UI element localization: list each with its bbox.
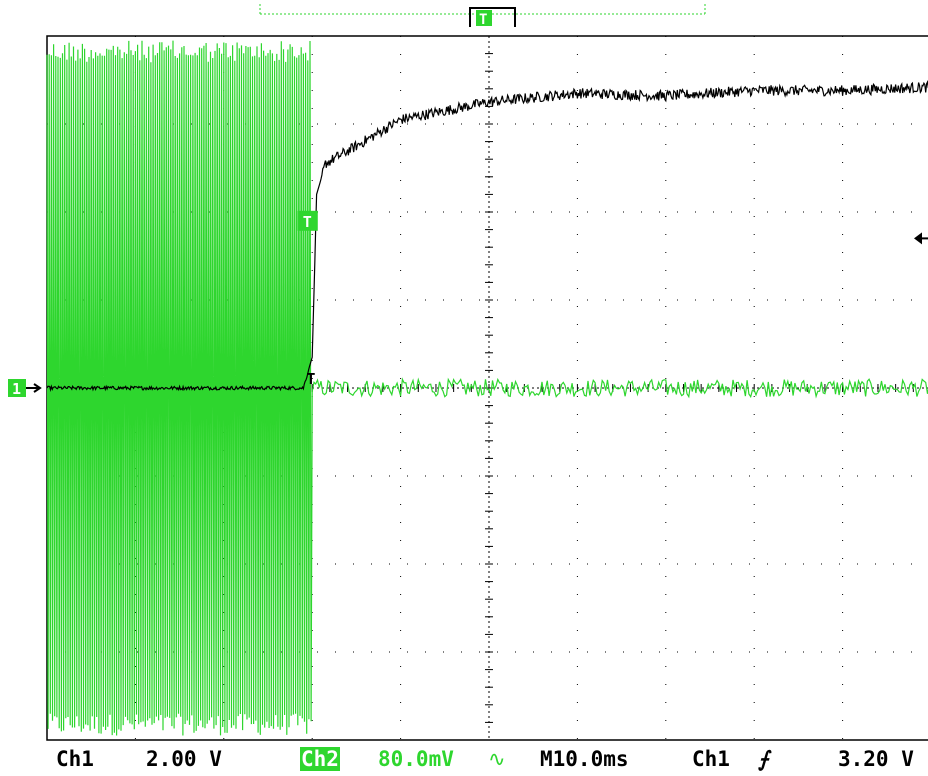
trigger-point-label: T xyxy=(306,370,315,388)
ch2-trace xyxy=(46,40,928,736)
trigger-level: 3.20 V xyxy=(838,747,914,771)
status-bar: Ch1 2.00 V Ch2 80.0mV ∿ M10.0ms Ch1 ⨍ 3.… xyxy=(0,745,928,776)
markers: 1 T T T xyxy=(8,4,928,398)
ch1-scale: 2.00 V xyxy=(146,747,222,771)
trigger-position-box xyxy=(476,10,492,26)
timebase-readout: M10.0ms xyxy=(540,747,629,771)
ch2-badge: Ch2 xyxy=(300,747,340,771)
trigger-level-arrow-icon xyxy=(914,232,922,245)
trigger-slope-icon: ⨍ xyxy=(758,747,769,771)
ch2-scale: 80.0mV xyxy=(378,747,454,771)
ch2-waveform xyxy=(46,40,928,736)
ch1-trace xyxy=(46,79,928,393)
ch2-label: Ch2 xyxy=(300,747,340,771)
trigger-source: Ch1 xyxy=(692,747,730,771)
ch1-ground-marker-box xyxy=(8,379,26,397)
ch1-waveform xyxy=(46,79,928,393)
ch2-bandwidth-icon: ∿ xyxy=(488,747,506,771)
ch1-ground-marker-label: 1 xyxy=(12,380,21,398)
ch1-ground-arrow-icon xyxy=(26,383,42,393)
oscilloscope-display: 1 T T T xyxy=(8,4,928,741)
trigger-position-label: T xyxy=(479,12,487,28)
trigger-marker-label: T xyxy=(303,213,312,231)
trigger-position-bracket xyxy=(469,7,516,27)
trigger-marker-box xyxy=(297,210,318,231)
ch1-label: Ch1 xyxy=(56,747,94,771)
